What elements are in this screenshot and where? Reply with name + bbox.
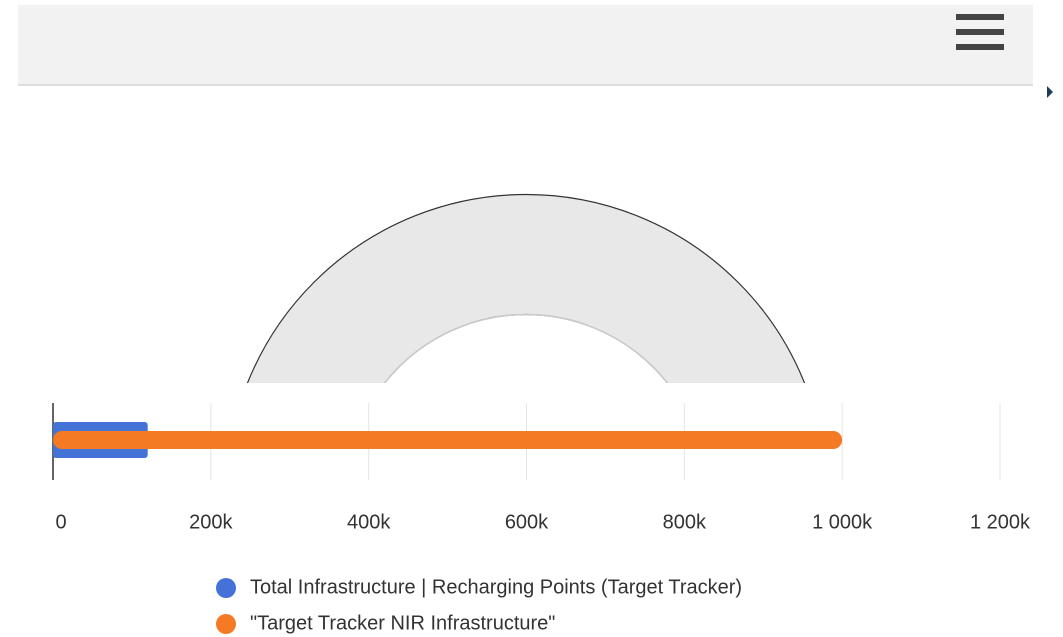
x-tick-label: 400k — [347, 511, 391, 533]
gauge-background — [246, 193, 806, 383]
legend-marker — [216, 578, 236, 598]
bar — [53, 431, 843, 449]
legend-label: "Target Tracker NIR Infrastructure" — [250, 612, 555, 634]
scroll-marker — [1047, 86, 1053, 98]
x-tick-label: 600k — [505, 511, 549, 533]
legend-label: Total Infrastructure | Recharging Points… — [250, 576, 742, 598]
x-tick-label: 800k — [663, 511, 707, 533]
x-tick-label: 0 — [55, 511, 66, 533]
header-bar — [18, 5, 1033, 85]
legend-marker — [216, 614, 236, 634]
x-tick-label: 1 000k — [812, 511, 873, 533]
x-tick-label: 200k — [189, 511, 233, 533]
x-tick-label: 1 200k — [970, 511, 1031, 533]
menu-button[interactable] — [956, 14, 1004, 50]
